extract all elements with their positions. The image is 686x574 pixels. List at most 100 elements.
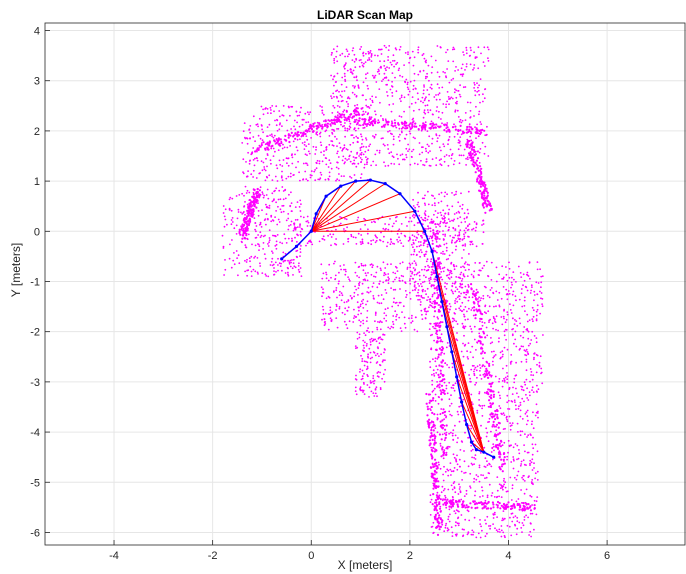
scan-point: [325, 297, 328, 300]
scan-point: [438, 110, 440, 113]
scan-point: [402, 275, 405, 278]
scan-point: [321, 124, 324, 126]
scan-point: [221, 234, 224, 237]
scan-point: [275, 243, 278, 246]
scan-point: [519, 322, 521, 325]
scan-point: [436, 511, 439, 515]
scan-point: [373, 351, 376, 354]
scan-point: [285, 119, 288, 122]
scan-point: [357, 86, 360, 88]
scan-point: [359, 157, 362, 159]
scan-point: [436, 519, 439, 522]
scan-point: [531, 286, 533, 288]
scan-point: [428, 282, 431, 285]
scan-point: [433, 278, 436, 280]
scan-point: [353, 127, 356, 130]
scan-point: [472, 275, 475, 277]
scan-point: [339, 290, 341, 293]
scan-point: [394, 265, 397, 268]
scan-point: [275, 124, 278, 127]
scan-point: [324, 119, 327, 122]
scan-point: [373, 275, 375, 278]
scan-point: [506, 372, 508, 374]
scan-point: [407, 88, 410, 91]
scan-point: [428, 164, 431, 167]
scan-point: [529, 380, 531, 383]
scan-point: [347, 306, 350, 309]
scan-point: [419, 298, 421, 301]
scan-point: [443, 253, 446, 255]
scan-point: [244, 270, 247, 273]
scan-point: [375, 81, 378, 83]
scan-point: [468, 264, 470, 266]
scan-point: [435, 157, 438, 159]
scan-point: [290, 128, 292, 130]
scan-point: [490, 374, 493, 377]
scan-point: [445, 416, 447, 419]
scan-point: [289, 145, 291, 147]
scan-point: [476, 90, 479, 93]
scan-point: [398, 277, 401, 279]
scan-point: [289, 224, 292, 226]
scan-point: [345, 110, 348, 113]
scan-point: [471, 127, 474, 130]
scan-point: [465, 46, 468, 49]
scan-point: [464, 221, 467, 223]
scan-point: [491, 360, 494, 363]
scan-point: [387, 164, 390, 167]
scan-point: [522, 336, 525, 339]
scan-point: [344, 307, 347, 310]
scan-point: [467, 436, 469, 439]
scan-point: [288, 140, 291, 144]
scan-point: [519, 434, 522, 437]
scan-point: [531, 386, 534, 389]
scan-point: [343, 175, 345, 178]
scan-point: [473, 270, 476, 273]
scan-point: [430, 409, 432, 411]
scan-point: [522, 459, 525, 462]
scan-point: [228, 257, 231, 260]
scan-point: [509, 507, 513, 511]
loop-closure-line: [461, 401, 485, 453]
scan-point: [470, 506, 473, 509]
scan-point: [453, 456, 456, 459]
scan-point: [296, 138, 299, 141]
scan-point: [461, 479, 463, 481]
scan-point: [523, 349, 526, 352]
scan-point: [365, 274, 368, 277]
scan-point: [457, 510, 459, 512]
scan-point: [417, 46, 420, 49]
scan-point: [266, 142, 269, 145]
scan-point: [437, 257, 440, 260]
scan-point: [431, 268, 434, 271]
scan-point: [514, 524, 517, 527]
scan-point: [481, 224, 483, 226]
scan-point: [324, 123, 327, 126]
scan-point: [485, 197, 488, 200]
scan-point: [289, 259, 292, 262]
scan-point: [448, 103, 450, 106]
scan-point: [429, 466, 433, 469]
scan-point: [453, 236, 455, 239]
scan-point: [498, 291, 501, 294]
scan-point: [448, 508, 451, 511]
scan-point: [458, 233, 461, 236]
scan-point: [470, 139, 473, 142]
scan-point: [441, 122, 443, 125]
scan-point: [475, 137, 477, 140]
scan-point: [535, 353, 538, 356]
scan-point: [521, 476, 523, 479]
scan-point: [482, 206, 485, 209]
scan-point: [464, 471, 467, 474]
scan-point: [433, 437, 436, 440]
scan-point: [427, 111, 430, 114]
scan-point: [296, 256, 298, 259]
scan-point: [379, 371, 381, 374]
scan-point: [454, 70, 456, 72]
scan-point: [367, 87, 369, 90]
scan-point: [450, 154, 453, 157]
scan-point: [370, 381, 373, 384]
scan-point: [436, 232, 439, 235]
scan-point: [439, 525, 442, 529]
scan-point: [387, 130, 389, 133]
